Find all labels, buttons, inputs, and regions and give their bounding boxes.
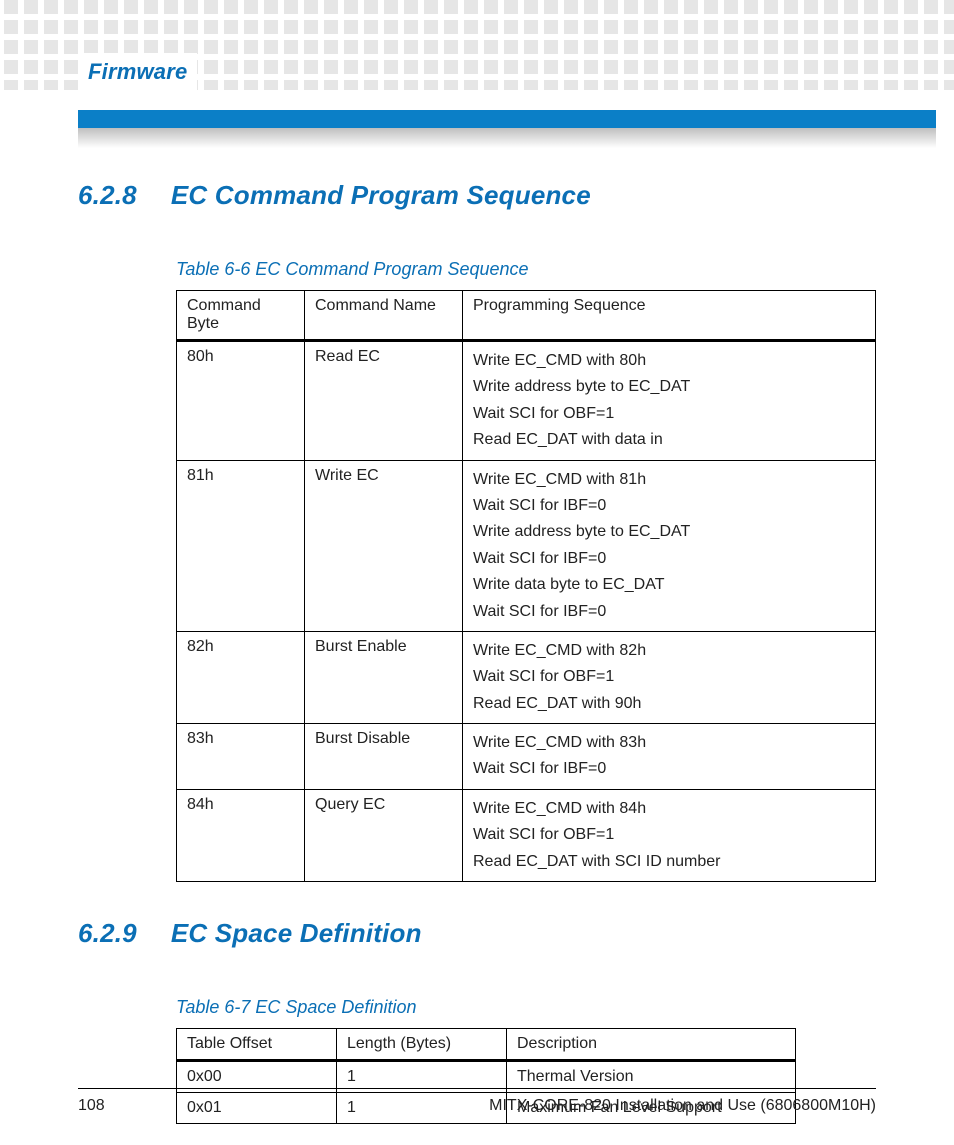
sequence-step: Read EC_DAT with data in [473,427,865,453]
cell-command-byte: 83h [177,724,305,790]
cell-command-byte: 84h [177,789,305,881]
cell-command-byte: 81h [177,460,305,631]
page-footer: 108 MITX-CORE-820 Installation and Use (… [78,1088,876,1115]
section-label: Firmware [78,53,197,91]
table-row: 84hQuery ECWrite EC_CMD with 84hWait SCI… [177,789,876,881]
sequence-step: Read EC_DAT with SCI ID number [473,849,865,875]
cell-command-name: Burst Enable [305,631,463,723]
sequence-step: Write EC_CMD with 81h [473,467,865,493]
sequence-step: Wait SCI for OBF=1 [473,822,865,848]
table-row: 82hBurst EnableWrite EC_CMD with 82hWait… [177,631,876,723]
col-description: Description [507,1029,796,1061]
table-header-row: Command Byte Command Name Programming Se… [177,291,876,341]
table-row: 83hBurst DisableWrite EC_CMD with 83hWai… [177,724,876,790]
table-header-row: Table Offset Length (Bytes) Description [177,1029,796,1061]
page-number: 108 [78,1097,105,1115]
table-66: Command Byte Command Name Programming Se… [176,290,876,882]
col-length-bytes: Length (Bytes) [337,1029,507,1061]
sequence-step: Wait SCI for IBF=0 [473,756,865,782]
sequence-step: Write data byte to EC_DAT [473,572,865,598]
sequence-step: Write address byte to EC_DAT [473,374,865,400]
table-row: 81hWrite ECWrite EC_CMD with 81hWait SCI… [177,460,876,631]
cell-command-name: Burst Disable [305,724,463,790]
sequence-step: Write EC_CMD with 83h [473,730,865,756]
heading-title: EC Space Definition [171,918,422,949]
cell-command-name: Write EC [305,460,463,631]
sequence-step: Wait SCI for OBF=1 [473,664,865,690]
cell-programming-sequence: Write EC_CMD with 83hWait SCI for IBF=0 [463,724,876,790]
sequence-step: Wait SCI for IBF=0 [473,599,865,625]
sequence-step: Write address byte to EC_DAT [473,519,865,545]
sequence-step: Wait SCI for IBF=0 [473,493,865,519]
cell-command-byte: 82h [177,631,305,723]
sequence-step: Write EC_CMD with 84h [473,796,865,822]
sequence-step: Read EC_DAT with 90h [473,691,865,717]
sequence-step: Wait SCI for IBF=0 [473,546,865,572]
cell-programming-sequence: Write EC_CMD with 84hWait SCI for OBF=1R… [463,789,876,881]
cell-command-byte: 80h [177,341,305,461]
col-programming-sequence: Programming Sequence [463,291,876,341]
cell-command-name: Read EC [305,341,463,461]
heading-title: EC Command Program Sequence [171,180,591,211]
cell-command-name: Query EC [305,789,463,881]
col-command-name: Command Name [305,291,463,341]
header-grey-gradient [78,128,936,148]
heading-number: 6.2.9 [78,918,137,949]
heading-number: 6.2.8 [78,180,137,211]
doc-title: MITX-CORE-820 Installation and Use (6806… [489,1097,876,1115]
col-table-offset: Table Offset [177,1029,337,1061]
cell-programming-sequence: Write EC_CMD with 82hWait SCI for OBF=1R… [463,631,876,723]
cell-programming-sequence: Write EC_CMD with 81hWait SCI for IBF=0W… [463,460,876,631]
cell-programming-sequence: Write EC_CMD with 80hWrite address byte … [463,341,876,461]
heading-629: 6.2.9 EC Space Definition [78,918,876,949]
table-row: 80hRead ECWrite EC_CMD with 80hWrite add… [177,341,876,461]
header-blue-bar [78,110,936,128]
col-command-byte: Command Byte [177,291,305,341]
sequence-step: Wait SCI for OBF=1 [473,401,865,427]
sequence-step: Write EC_CMD with 80h [473,348,865,374]
heading-628: 6.2.8 EC Command Program Sequence [78,180,876,211]
table-66-caption: Table 6-6 EC Command Program Sequence [176,259,876,280]
table-67-caption: Table 6-7 EC Space Definition [176,997,876,1018]
sequence-step: Write EC_CMD with 82h [473,638,865,664]
